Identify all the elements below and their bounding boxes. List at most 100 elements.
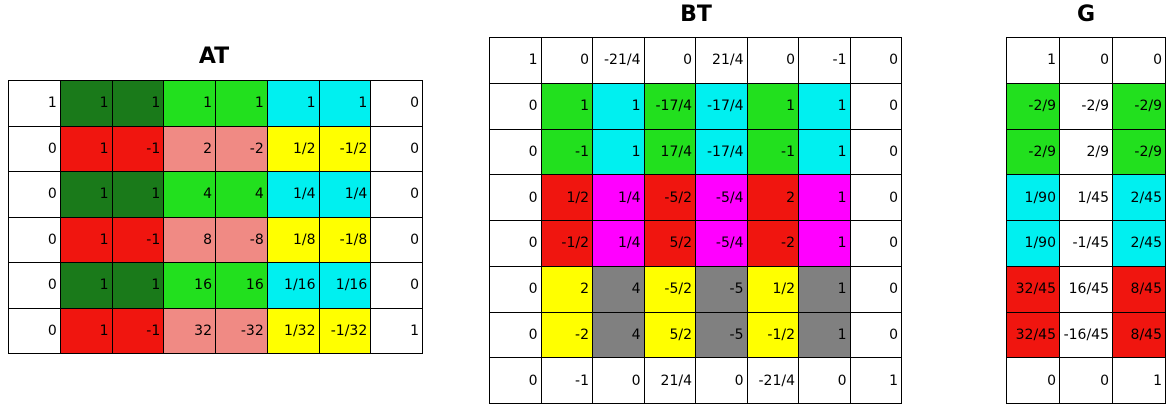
bt-cell: -21/4 (746, 357, 799, 404)
at-cell: 1 (8, 80, 61, 127)
bt-cell: 21/4 (643, 357, 696, 404)
at-row: 0 1 -1 8 -8 1/8 -1/8 0 (8, 216, 423, 263)
at-cell: 1 (370, 307, 423, 354)
bt-cell: 1 (489, 37, 542, 84)
g-cell: 32/45 (1006, 265, 1060, 313)
bt-cell: 0 (540, 37, 593, 84)
at-cell: 0 (8, 307, 61, 354)
g-cell: 0 (1112, 37, 1166, 84)
g-cell: 8/45 (1112, 265, 1166, 313)
bt-cell: 1 (540, 82, 593, 130)
bt-cell: -1/2 (540, 220, 593, 267)
at-cell: 1/32 (266, 307, 320, 354)
at-cell: 1 (59, 216, 113, 263)
g-cell: 32/45 (1006, 311, 1060, 359)
bt-cell: -1 (798, 37, 851, 84)
at-cell: -32 (215, 307, 268, 354)
g-row: -2/9 -2/9 -2/9 (1006, 82, 1166, 130)
bt-matrix-title: BT (680, 2, 712, 27)
at-cell: 0 (370, 80, 423, 127)
bt-cell: -2 (746, 220, 799, 267)
bt-cell: -5/4 (695, 220, 748, 267)
bt-cell: 1 (798, 174, 851, 221)
at-cell: 1 (163, 80, 216, 127)
at-cell: 8 (163, 216, 216, 263)
bt-row: 0 2 4 -5/2 -5 1/2 1 0 (489, 265, 902, 313)
bt-row: 0 1 1 -17/4 -17/4 1 1 0 (489, 82, 902, 130)
bt-row: 0 1/2 1/4 -5/2 -5/4 2 1 0 (489, 174, 902, 221)
at-cell: -1 (111, 125, 165, 172)
bt-row: 0 -1/2 1/4 5/2 -5/4 -2 1 0 (489, 220, 902, 267)
at-matrix: 1 1 1 1 1 1 1 0 0 1 -1 2 -2 1/2 -1/2 0 0 1 1 4 4 1/4 1/4 0 0 1 -1 8… (8, 80, 423, 354)
bt-cell: 2 (746, 174, 799, 221)
bt-cell: 4 (592, 265, 645, 313)
bt-cell: 1/4 (592, 220, 645, 267)
at-matrix-title: AT (198, 44, 230, 69)
bt-cell: -21/4 (592, 37, 645, 84)
bt-cell: -5 (695, 311, 748, 359)
at-cell: 0 (370, 216, 423, 263)
bt-row: 0 -2 4 5/2 -5 -1/2 1 0 (489, 311, 902, 359)
g-row: 1/90 1/45 2/45 (1006, 174, 1166, 221)
g-cell: -2/9 (1006, 128, 1060, 176)
bt-row: 0 -1 1 17/4 -17/4 -1 1 0 (489, 128, 902, 176)
bt-cell: 0 (849, 265, 902, 313)
g-cell: 0 (1059, 37, 1113, 84)
at-cell: 1 (215, 80, 268, 127)
g-cell: -2/9 (1059, 82, 1113, 130)
g-row: 32/45 16/45 8/45 (1006, 265, 1166, 313)
bt-cell: 1 (746, 82, 799, 130)
bt-cell: 0 (849, 128, 902, 176)
at-cell: 1 (59, 80, 113, 127)
g-cell: 8/45 (1112, 311, 1166, 359)
bt-cell: 0 (849, 174, 902, 221)
at-cell: 0 (370, 262, 423, 309)
at-cell: 1/16 (266, 262, 320, 309)
bt-cell: 21/4 (695, 37, 748, 84)
bt-cell: 0 (643, 37, 696, 84)
g-cell: 1 (1006, 37, 1060, 84)
bt-matrix: 1 0 -21/4 0 21/4 0 -1 0 0 1 1 -17/4 -17/4 1 1 0 0 -1 1 17/4… (489, 37, 902, 404)
bt-cell: 1 (849, 357, 902, 404)
at-cell: 1 (318, 80, 372, 127)
at-cell: 0 (370, 125, 423, 172)
bt-cell: 0 (849, 220, 902, 267)
at-cell: 1 (266, 80, 320, 127)
g-cell: 2/9 (1059, 128, 1113, 176)
g-matrix: 1 0 0 -2/9 -2/9 -2/9 -2/9 2/9 -2/9 1/90 1/45 2/45 1/… (1006, 37, 1166, 404)
at-cell: 1/2 (266, 125, 320, 172)
at-row: 0 1 1 4 4 1/4 1/4 0 (8, 171, 423, 218)
bt-cell: -5/4 (695, 174, 748, 221)
g-cell: 2/45 (1112, 174, 1166, 221)
bt-cell: 0 (489, 220, 542, 267)
at-cell: 4 (163, 171, 216, 218)
bt-cell: 1 (592, 82, 645, 130)
at-cell: -8 (215, 216, 268, 263)
at-row: 0 1 1 16 16 1/16 1/16 0 (8, 262, 423, 309)
bt-cell: 5/2 (643, 220, 696, 267)
bt-cell: -17/4 (695, 128, 748, 176)
bt-cell: 0 (746, 37, 799, 84)
at-cell: 0 (8, 171, 61, 218)
bt-cell: 0 (849, 311, 902, 359)
g-cell: 1 (1112, 357, 1166, 404)
bt-row: 1 0 -21/4 0 21/4 0 -1 0 (489, 37, 902, 84)
bt-cell: -1 (540, 357, 593, 404)
at-cell: -1 (111, 216, 165, 263)
bt-cell: 0 (849, 37, 902, 84)
at-row: 0 1 -1 32 -32 1/32 -1/32 1 (8, 307, 423, 354)
bt-cell: 1 (592, 128, 645, 176)
at-cell: 1 (59, 262, 113, 309)
at-cell: 16 (215, 262, 268, 309)
at-cell: -1/2 (318, 125, 372, 172)
at-cell: 1/4 (266, 171, 320, 218)
bt-cell: 0 (489, 128, 542, 176)
at-cell: 1/4 (318, 171, 372, 218)
bt-cell: 1 (798, 82, 851, 130)
at-cell: -1 (111, 307, 165, 354)
bt-cell: 1 (798, 265, 851, 313)
bt-cell: 1 (798, 311, 851, 359)
bt-cell: 0 (849, 82, 902, 130)
